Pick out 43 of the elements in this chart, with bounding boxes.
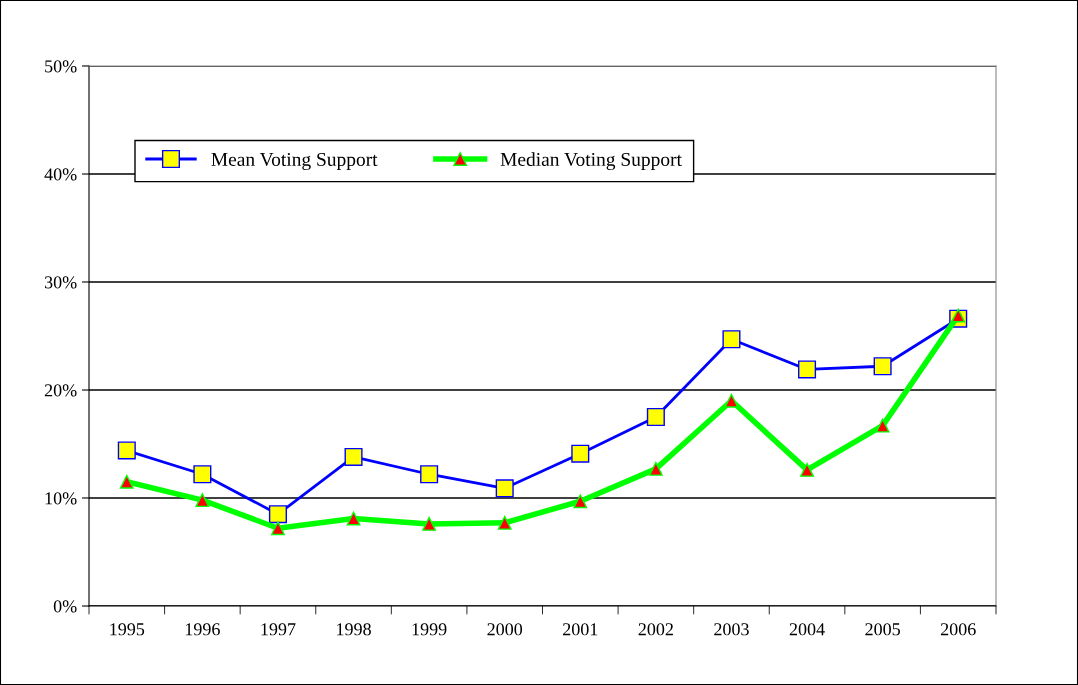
x-tick-label: 2001 [563,623,598,636]
point [119,474,134,489]
point [195,493,210,508]
point [646,407,665,427]
point [873,357,892,376]
point [648,461,663,476]
point [875,418,890,433]
point [271,521,285,536]
point [800,462,814,477]
y-tick-label: 10% [45,492,77,505]
y-tick-label: 50% [45,60,77,73]
x-tick-label: 1997 [261,623,296,636]
point [420,465,439,484]
point [724,393,739,408]
x-tick-label: 2003 [714,623,749,636]
x-tick-label: 2005 [865,623,900,636]
point [497,515,512,530]
point [346,511,361,526]
point [193,465,212,484]
x-tick-label: 2004 [789,623,825,636]
point [571,444,590,463]
y-tick-label: 20% [44,384,77,397]
x-tick-label: 2002 [638,623,673,636]
point [422,516,437,531]
x-tick-label: 1995 [110,623,145,636]
point [951,308,966,323]
y-tick-label: 30% [44,276,77,289]
x-tick-label: 2006 [940,623,976,636]
point [495,479,514,498]
x-tick-label: 1996 [185,623,220,636]
point [798,360,817,379]
legend-label: Median Voting Support [500,152,682,170]
y-tick-label: 40% [44,168,77,181]
point [344,447,363,466]
y-tick-label: 0% [53,600,77,613]
legend-label: Mean Voting Support [211,152,378,170]
point [573,494,588,509]
x-tick-label: 2000 [487,623,523,636]
point [722,330,741,349]
point [268,505,287,524]
x-tick-label: 1999 [412,623,447,636]
x-tick-label: 1998 [337,623,371,636]
point [117,441,136,460]
